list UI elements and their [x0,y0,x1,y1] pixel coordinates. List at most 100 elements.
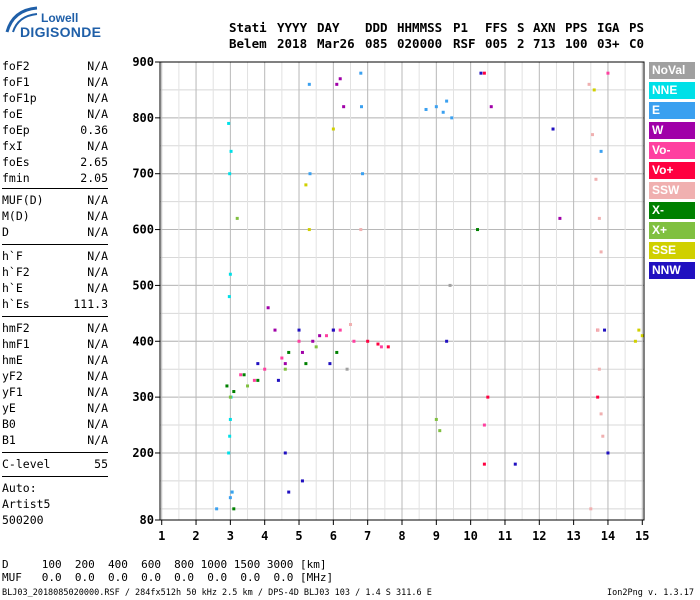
x-axis-ticks: 1 2 3 4 5 6 7 8 9 10 11 12 13 14 15 [158,520,650,543]
echo-point-w [342,105,346,109]
echo-point-nnw [606,451,610,455]
x-tick-label: 3 [227,529,234,543]
echo-point-nnw [287,490,291,494]
echo-point-nnw [603,328,607,332]
header-label-time: HHMMSS [397,20,443,35]
echo-point-x- [232,390,236,394]
clevel-value: 55 [94,457,108,471]
y-tick-label: 80 [140,513,154,527]
x-tick-label: 13 [566,529,580,543]
echo-point-vo- [379,345,383,349]
header-label-year: YYYY [277,20,308,35]
param-name: h`E [2,281,23,295]
param-row: fxI N/A [2,139,108,154]
param-row: foE N/A [2,107,108,122]
echo-point-vo- [324,334,328,338]
header-label-ps: PS [629,20,645,35]
echo-point-nnw [283,451,287,455]
echo-point-ssw [589,507,593,511]
logo-text-lowell: Lowell [41,11,79,25]
param-row: B0 N/A [2,417,108,432]
param-value: N/A [87,75,108,89]
param-row: foEs 2.65 [2,155,108,170]
echo-point-e [215,507,219,511]
echo-point-vo- [376,342,380,346]
param-row: hmF2 N/A [2,321,108,336]
header-value-pps: 100 [565,36,588,51]
legend-item-w: W [649,122,695,139]
param-value: 2.65 [80,155,108,169]
header-value-year: 2018 [277,36,308,51]
echo-point-ssw [597,367,601,371]
echo-point-vo- [486,395,490,399]
echo-point-x- [256,378,260,382]
chart-points [215,71,644,511]
clevel-row: C-level 55 [2,457,108,472]
param-name: foE [2,107,23,121]
echo-point-ssw [599,412,603,416]
param-value: N/A [87,433,108,447]
panel-divider [2,244,108,245]
param-name: fxI [2,139,23,153]
distance-row: D 100 200 400 600 800 1000 1500 3000 [km… [2,558,327,571]
echo-point-vo- [352,339,356,343]
auto-code: 500200 [2,513,44,527]
echo-point-e [441,110,445,114]
echo-point-x- [335,350,339,354]
param-name: hmE [2,353,23,367]
param-value: N/A [87,91,108,105]
echo-point-nnw [328,362,332,366]
echo-point-w [335,82,339,86]
echo-point-sse [331,127,335,131]
echo-point-e [359,105,363,109]
param-row: MUF(D) N/A [2,193,108,208]
echo-point-ssw [359,228,363,232]
echo-point-nnw [551,127,555,131]
y-tick-label: 600 [132,223,154,237]
param-row: h`E N/A [2,281,108,296]
header-value-axn: 713 [533,36,556,51]
header-value-ps: C0 [629,36,645,51]
param-value: 0.36 [80,123,108,137]
y-tick-label: 800 [132,111,154,125]
echo-point-nne [227,295,231,299]
header-label-s: S [517,20,525,35]
footer-file-info: BLJ03_2018085020000.RSF / 284fx512h 50 k… [2,588,432,598]
param-value: N/A [87,265,108,279]
param-row: M(D) N/A [2,209,108,224]
panel-divider [2,188,108,189]
echo-point-e [424,107,428,111]
legend-item-noval: NoVal [649,62,695,79]
param-value: N/A [87,337,108,351]
echo-point-nne [228,172,232,176]
y-tick-label: 900 [132,55,154,69]
echo-point-x- [287,350,291,354]
legend-item-e: E [649,102,695,119]
x-tick-label: 8 [398,529,405,543]
param-row: yE N/A [2,401,108,416]
echo-point-sse [633,339,637,343]
header-value-day: Mar26 [317,36,355,51]
echo-point-x- [438,429,442,433]
echo-point-vo- [263,367,267,371]
clevel-label: C-level [2,457,51,471]
echo-point-nnw [297,328,301,332]
echo-point-x- [235,216,239,220]
header-label-day: DAY [317,20,340,35]
param-name: yE [2,401,16,415]
param-row: foF2 N/A [2,59,108,74]
header-label-ffs: FFS [485,20,508,35]
digisonde-logo-icon [5,6,38,33]
echo-point-x- [232,507,236,511]
param-value: N/A [87,107,108,121]
param-value: N/A [87,281,108,295]
echo-point-noval [345,367,349,371]
echo-point-vo- [386,345,390,349]
echo-point-x- [242,373,246,377]
echo-point-sse [307,228,311,232]
panel-divider [2,316,108,317]
legend-item-nne: NNE [649,82,695,99]
header-value-time: 020000 [397,36,443,51]
echo-point-e [359,71,363,75]
echo-point-ssw [349,323,353,327]
